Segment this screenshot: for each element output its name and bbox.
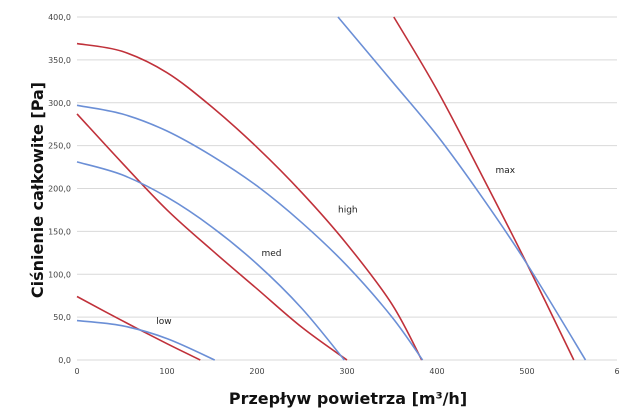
x-tick-label: 0 <box>74 367 79 376</box>
series-line <box>76 104 424 361</box>
series-line <box>393 16 575 361</box>
series-line <box>337 16 587 361</box>
y-tick-label: 50,0 <box>53 313 71 322</box>
series-line <box>76 295 201 361</box>
y-tick-label: 250,0 <box>48 142 71 151</box>
curve-label: low <box>156 317 171 327</box>
series-line <box>76 42 423 361</box>
curve-label: high <box>338 206 358 216</box>
x-axis-title: Przepływ powietrza [m³/h] <box>229 389 467 408</box>
y-tick-label: 400,0 <box>48 13 71 22</box>
grid-lines <box>77 16 617 361</box>
curve-label: max <box>496 166 516 176</box>
x-tick-label: 500 <box>519 367 534 376</box>
y-axis-title: Ciśnienie całkowite [Pa] <box>28 82 47 298</box>
series-lines <box>76 16 587 361</box>
y-tick-labels: 0,0 50,0 100,0 150,0 200,0 250,0 300,0 350,0 400… <box>48 13 71 365</box>
y-tick-label: 350,0 <box>48 56 71 65</box>
y-tick-label: 0,0 <box>58 356 71 365</box>
series-line <box>76 113 348 361</box>
series-line <box>76 319 216 361</box>
curve-label: med <box>262 249 282 259</box>
curve-annotations: low med high max <box>156 166 516 327</box>
y-tick-label: 150,0 <box>48 227 71 236</box>
y-tick-label: 200,0 <box>48 185 71 194</box>
series-line <box>76 161 345 361</box>
x-tick-label: 6 <box>614 367 619 376</box>
x-tick-label: 100 <box>159 367 174 376</box>
x-tick-label: 200 <box>249 367 264 376</box>
y-tick-label: 300,0 <box>48 99 71 108</box>
x-tick-labels: 0 100 200 300 400 500 6 <box>74 367 619 376</box>
x-tick-label: 400 <box>429 367 444 376</box>
y-tick-label: 100,0 <box>48 270 71 279</box>
x-tick-label: 300 <box>339 367 354 376</box>
